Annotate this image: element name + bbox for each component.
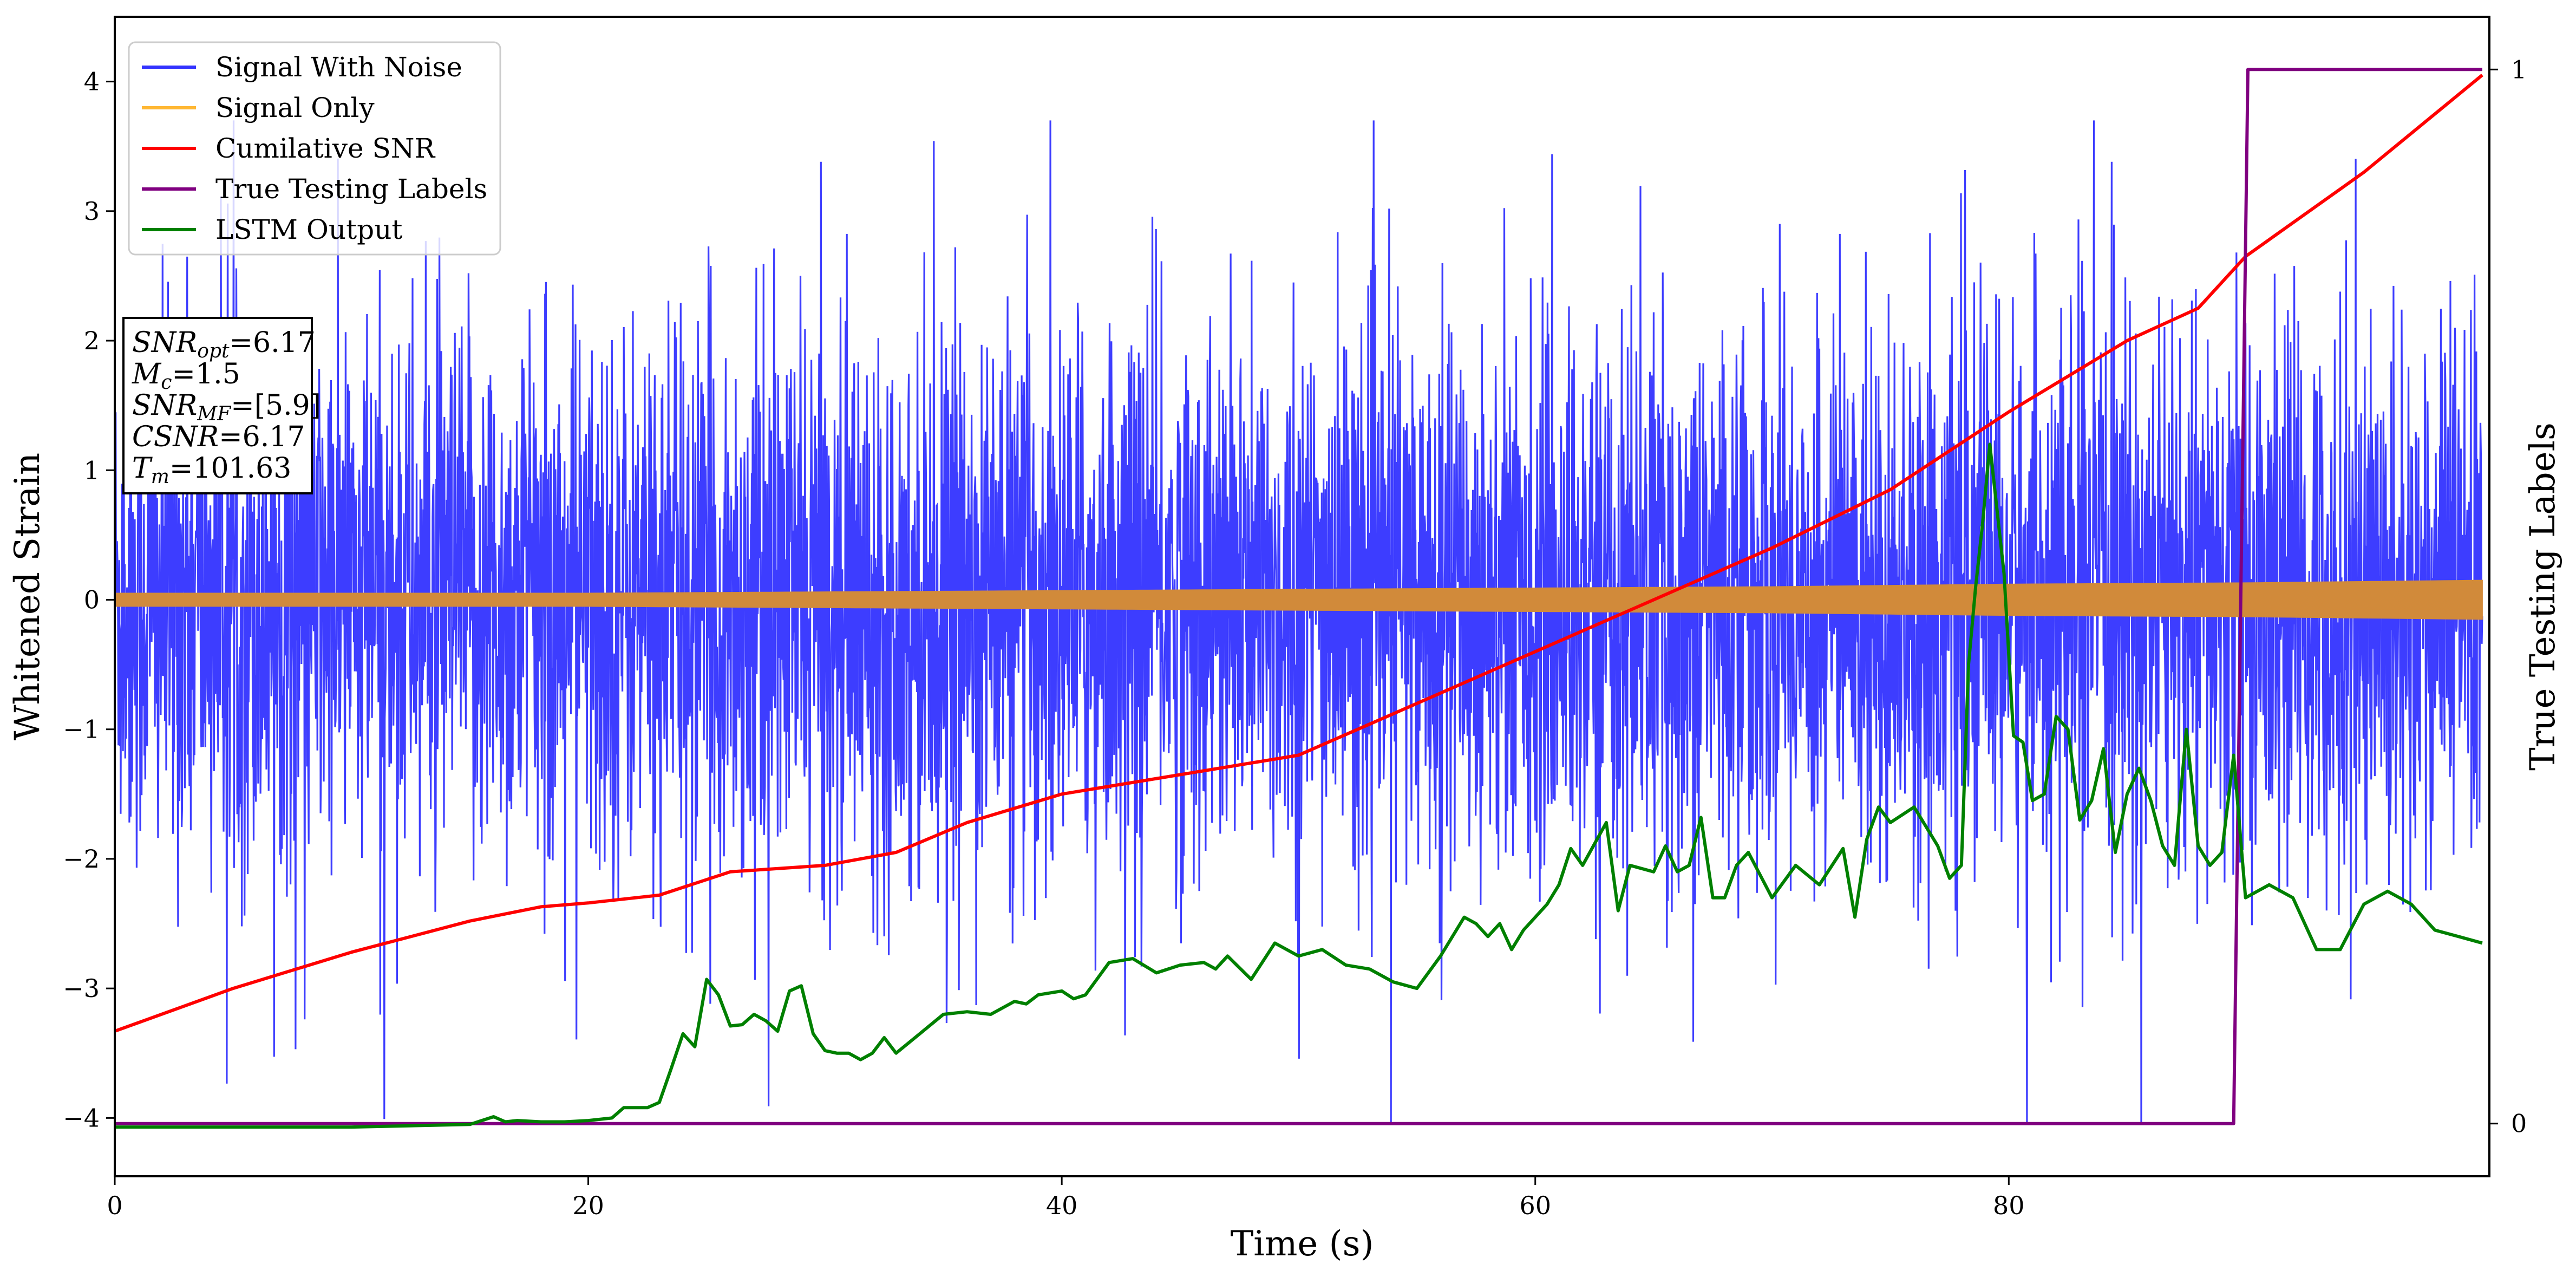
info-box: SNRopt=6.17Mc=1.5SNRMF=[5.9]CSNR=6.17Tm=…: [122, 317, 321, 494]
legend-label: Cumilative SNR: [215, 133, 435, 164]
y-tick-label: −4: [63, 1103, 100, 1132]
series-layer: [115, 68, 2483, 1129]
axes-frame: [114, 16, 2490, 1177]
x-tick-label: 60: [1519, 1191, 1551, 1220]
legend-label: Signal With Noise: [215, 51, 462, 83]
y-axis-right-title: True Testing Labels: [2523, 422, 2563, 771]
info-line: CSNR=6.17: [132, 421, 305, 453]
series-true-testing-labels: [115, 68, 2482, 1125]
plot-area: [115, 68, 2483, 1129]
info-line: Tm=101.63: [132, 452, 291, 488]
x-tick-label: 0: [107, 1191, 122, 1220]
y-axis-title: Whitened Strain: [8, 453, 48, 740]
legend: Signal With Noise Signal Only Cumilative S…: [128, 41, 501, 256]
series-lstm-output: [115, 442, 2483, 1129]
legend-label: LSTM Output: [215, 214, 402, 245]
legend-frame: [128, 41, 501, 256]
y-tick-label: −2: [63, 844, 100, 874]
info-line: SNRMF=[5.9]: [132, 389, 321, 425]
x-axis-title: Time (s): [1231, 1224, 1374, 1264]
info-box-frame: [122, 317, 313, 494]
info-line: SNRopt=6.17: [132, 327, 316, 362]
legend-label: Signal Only: [215, 92, 375, 123]
y-tick-label: 4: [84, 67, 100, 96]
legend-label: True Testing Labels: [215, 173, 487, 205]
series-signal-with-noise: [115, 120, 2483, 1125]
y-tick-label: 2: [84, 326, 100, 355]
y-tick-label: 0: [84, 585, 100, 614]
x-tick-label: 40: [1046, 1191, 1078, 1220]
y-tick-label: −1: [63, 715, 100, 744]
y-tick-label: −3: [63, 974, 100, 1003]
y-right-tick-label: 0: [2511, 1109, 2527, 1138]
x-tick-label: 20: [572, 1191, 604, 1220]
y-tick-label: 3: [84, 197, 100, 226]
y-right-tick-label: 1: [2511, 55, 2527, 84]
info-line: Mc=1.5: [132, 358, 240, 394]
series-signal-only: [115, 579, 2483, 620]
x-tick-label: 80: [1993, 1191, 2025, 1220]
series-cumilative-snr: [115, 74, 2483, 1033]
y-tick-label: 1: [84, 455, 100, 485]
